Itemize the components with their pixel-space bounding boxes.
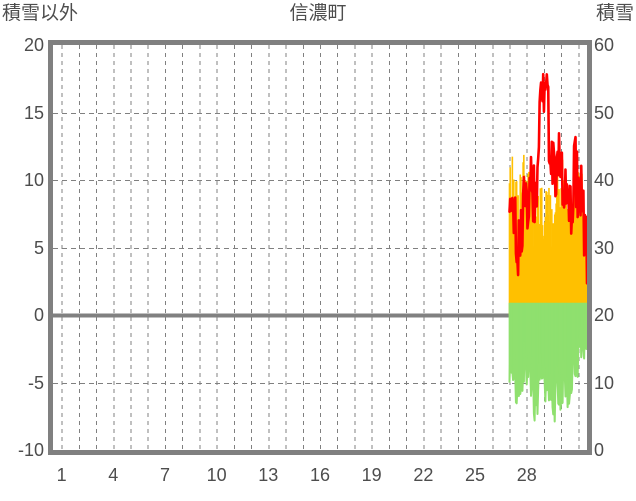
right-tick-60: 60 [594, 35, 615, 55]
grid-lines [53, 45, 587, 450]
plot-svg [53, 45, 587, 450]
left-axis-title: 積雪以外 [2, 3, 79, 24]
right-tick-50: 50 [594, 102, 615, 123]
left-tick-10: 10 [23, 170, 44, 190]
left-axis-tick-labels: 20 15 10 5 0 -5 -10 [0, 0, 44, 501]
right-tick-10: 10 [594, 372, 615, 393]
x-tick-7: 7 [159, 465, 170, 485]
right-tick-30: 30 [594, 237, 615, 258]
plot-frame [48, 40, 592, 455]
series-red [508, 72, 587, 285]
series-green [508, 302, 587, 423]
left-tick-5: 5 [33, 237, 44, 258]
left-tick-0: 0 [33, 305, 44, 325]
x-tick-25: 25 [465, 465, 486, 485]
x-tick-1: 1 [56, 465, 67, 485]
right-tick-20: 20 [594, 305, 615, 325]
left-tick-neg5: -5 [27, 372, 44, 393]
right-axis-tick-labels: 60 50 40 30 20 10 0 [594, 0, 636, 501]
left-tick-neg10: -10 [17, 440, 44, 460]
x-tick-13: 13 [258, 465, 279, 485]
chart-title: 信濃町 [289, 3, 347, 24]
x-tick-28: 28 [516, 465, 537, 485]
series-orange [508, 154, 587, 315]
x-tick-10: 10 [206, 465, 227, 485]
left-tick-15: 15 [23, 102, 44, 123]
right-tick-40: 40 [594, 170, 615, 190]
x-tick-19: 19 [361, 465, 382, 485]
x-tick-16: 16 [309, 465, 331, 485]
x-tick-4: 4 [108, 465, 119, 485]
left-tick-20: 20 [23, 35, 44, 55]
right-axis-title: 積雪 [595, 3, 634, 24]
x-tick-22: 22 [413, 465, 434, 485]
right-tick-0: 0 [594, 440, 605, 460]
plot-area [53, 45, 587, 450]
